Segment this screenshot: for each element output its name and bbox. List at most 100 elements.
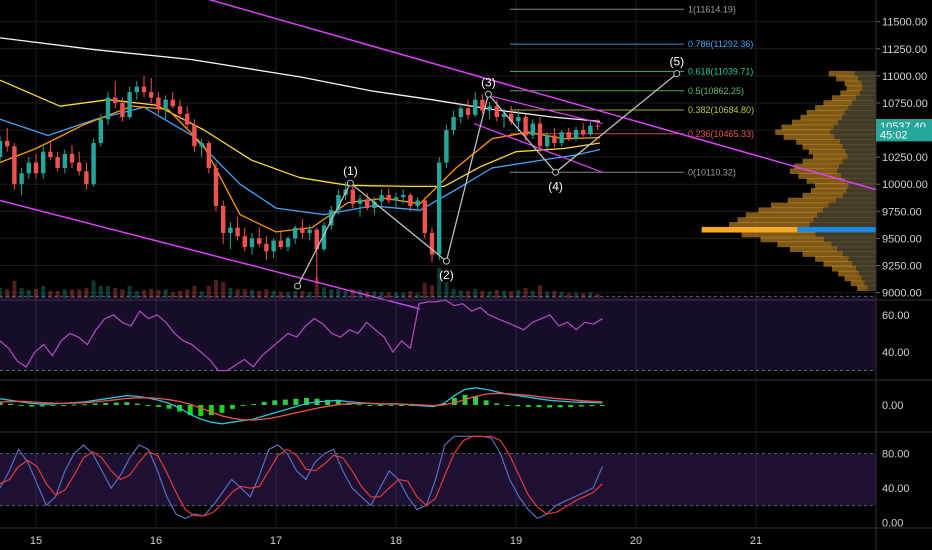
candle-body	[5, 140, 10, 147]
volume-bar	[41, 286, 46, 298]
time-tick-label: 17	[270, 535, 282, 547]
candle-body	[228, 227, 233, 233]
macd-histogram-bar	[282, 399, 288, 405]
fib-ratio: 0	[688, 167, 693, 177]
volume-profile-bar-down	[828, 202, 876, 209]
candle-body	[321, 225, 327, 250]
fibonacci-levels: 1(11614.19) 0.786(11292.36) 0.618(11039.71…	[510, 4, 754, 177]
macd-histogram-bar	[198, 405, 204, 416]
volume-profile-bar-down	[848, 256, 876, 262]
wave-label: (5)	[669, 55, 684, 69]
volume-bar	[516, 290, 521, 298]
volume-bar	[307, 292, 312, 298]
volume-profile-bar-up	[729, 222, 810, 228]
time-tick-label: 21	[750, 535, 762, 547]
macd-histogram-bar	[18, 405, 24, 406]
candle-body	[501, 113, 507, 118]
volume-bar	[415, 293, 420, 298]
volume-bar	[120, 289, 125, 298]
volume-bar	[581, 293, 586, 298]
macd-histogram-bar	[568, 405, 574, 408]
macd-histogram-bar	[578, 405, 584, 407]
volume-profile-bar-up	[800, 114, 842, 121]
macd-histogram-bar	[504, 405, 510, 406]
volume-profile-bar-up	[802, 144, 843, 150]
volume-bar	[379, 292, 384, 298]
macd-histogram-bar	[388, 404, 394, 406]
candle-body	[127, 92, 132, 118]
price-tick-label: 9500.00	[882, 233, 922, 245]
moving-average-ma200	[0, 37, 601, 123]
volume-profile-bar-down	[845, 148, 876, 155]
wave-label: (4)	[548, 179, 563, 193]
volume-bar	[134, 291, 139, 298]
volume-profile-bar-up	[828, 70, 855, 77]
volume-bar	[530, 290, 535, 298]
volume-profile-bar-up	[781, 124, 834, 131]
wave-point	[294, 282, 302, 290]
volume-profile-bar-down	[813, 217, 876, 223]
volume-profile-bar-up	[792, 119, 839, 126]
volume-profile-bar-up	[850, 280, 865, 287]
price-tick-label: 11500.00	[882, 17, 927, 29]
volume-profile-bar-down	[842, 144, 876, 150]
volume-profile-bar-down	[815, 231, 876, 238]
macd-histogram-bar	[29, 405, 35, 407]
macd-histogram-bar	[113, 402, 119, 405]
candle-body	[149, 92, 154, 98]
candle-body	[55, 157, 60, 168]
indicator-tick-label: 0.00	[882, 518, 903, 530]
candle-body	[249, 238, 255, 248]
fib-level-label: 1(11614.19)	[688, 4, 736, 14]
candle-body	[242, 236, 247, 248]
candle-body	[91, 143, 96, 185]
candle-body	[595, 125, 600, 127]
volume-profile-bar-up	[771, 202, 829, 209]
volume-bar	[264, 289, 269, 298]
macd-histogram-bar	[303, 397, 309, 405]
channel-line	[0, 199, 421, 310]
volume-profile-bar-up	[840, 90, 860, 96]
volume-profile-bar-up	[815, 256, 849, 262]
candle-body	[156, 97, 161, 109]
candle-body	[192, 124, 197, 147]
volume-profile-bar-down	[842, 158, 876, 165]
macd-histogram-bar	[261, 401, 267, 405]
volume-profile-bar-down	[852, 261, 876, 267]
macd-signal-line	[0, 392, 603, 421]
macd-histogram-bar	[441, 403, 447, 405]
volume-profile-bar-up	[815, 183, 849, 189]
volume-profile-bar-up	[815, 105, 849, 111]
volume-profile-bar-down	[856, 265, 876, 272]
volume-profile-bar-down	[852, 100, 876, 106]
price-tick-label: 9000.00	[882, 288, 922, 300]
indicator-tick-label: 80.00	[882, 449, 910, 461]
volume-bar	[437, 268, 442, 298]
volume-bar	[552, 290, 557, 298]
candle-body	[98, 119, 103, 144]
candle-body	[19, 173, 24, 185]
indicator-tick-label: 0.00	[882, 400, 903, 412]
volume-bar	[214, 280, 218, 298]
candle-body	[33, 162, 39, 174]
volume-profile-bar-up	[775, 129, 831, 136]
candle-body	[77, 162, 82, 172]
volume-profile-bar-down	[842, 192, 876, 199]
volume-bar	[350, 289, 355, 298]
macd-histogram-bar	[557, 405, 563, 408]
trend-lines	[0, 0, 877, 310]
volume-profile-bar-up	[831, 95, 857, 101]
volume-bar	[221, 282, 226, 298]
volume-bar	[595, 294, 600, 298]
volume-bar	[5, 289, 10, 298]
price-tick-label: 10750.00	[882, 98, 928, 110]
fib-level-label: 0(10110.32)	[688, 167, 736, 177]
volume-profile-bar-up	[789, 246, 838, 253]
volume-bar	[430, 285, 434, 298]
volume-bar	[588, 292, 593, 298]
volume-bar	[0, 288, 2, 298]
time-tick-label: 19	[510, 535, 522, 547]
candle-body	[257, 238, 262, 244]
volume-bar	[314, 277, 319, 298]
macd-histogram-bar	[208, 405, 214, 416]
